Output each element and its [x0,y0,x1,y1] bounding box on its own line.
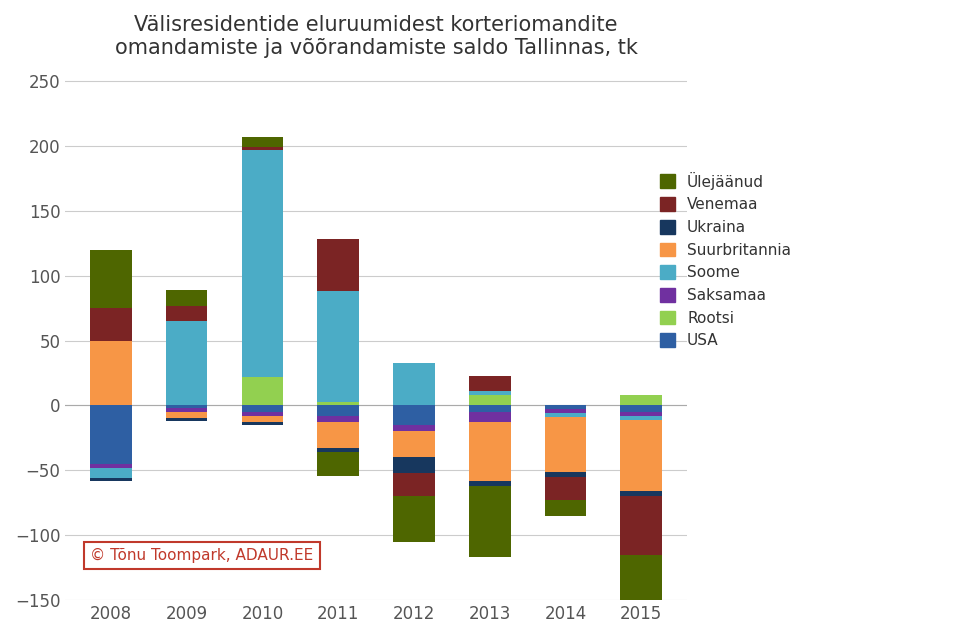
Bar [545,500,586,516]
Bar [90,464,132,468]
Bar [90,406,132,464]
Bar [90,468,132,478]
Bar [318,449,359,452]
Bar [241,150,283,377]
Bar [90,308,132,341]
Bar [545,471,586,477]
Bar [393,362,435,406]
Bar [318,452,359,475]
Bar [166,321,207,406]
Bar [166,406,207,408]
Bar [241,412,283,416]
Bar [241,416,283,422]
Bar [545,477,586,500]
Bar [620,416,662,420]
Bar [241,406,283,412]
Bar [318,292,359,401]
Bar [469,376,511,391]
Bar [393,496,435,542]
Bar [620,412,662,416]
Bar [90,249,132,308]
Bar [393,473,435,496]
Bar [90,341,132,406]
Bar [545,410,586,413]
Bar [469,406,511,412]
Bar [166,306,207,321]
Bar [166,408,207,412]
Bar [393,431,435,457]
Bar [620,554,662,600]
Bar [318,422,359,449]
Bar [318,239,359,292]
Bar [469,486,511,558]
Legend: Ülejäänud, Venemaa, Ukraina, Suurbritannia, Soome, Saksamaa, Rootsi, USA: Ülejäänud, Venemaa, Ukraina, Suurbritann… [659,172,791,348]
Bar [318,406,359,416]
Bar [620,420,662,491]
Bar [469,395,511,406]
Bar [241,422,283,425]
Bar [318,416,359,422]
Bar [469,481,511,486]
Bar [545,417,586,471]
Bar [620,491,662,496]
Text: © Tõnu Toompark, ADAUR.EE: © Tõnu Toompark, ADAUR.EE [90,548,314,563]
Bar [469,391,511,395]
Bar [620,496,662,554]
Bar [545,413,586,417]
Bar [620,406,662,412]
Bar [318,401,359,406]
Bar [166,419,207,421]
Bar [545,406,586,410]
Bar [166,290,207,306]
Bar [469,412,511,422]
Bar [469,422,511,481]
Bar [393,457,435,473]
Bar [90,478,132,481]
Bar [393,425,435,431]
Title: Välisresidentide eluruumidest korteriomandite
omandamiste ja võõrandamiste saldo: Välisresidentide eluruumidest korterioma… [114,15,638,58]
Bar [241,147,283,150]
Bar [241,377,283,406]
Bar [620,395,662,406]
Bar [166,412,207,419]
Bar [241,137,283,147]
Bar [393,406,435,425]
